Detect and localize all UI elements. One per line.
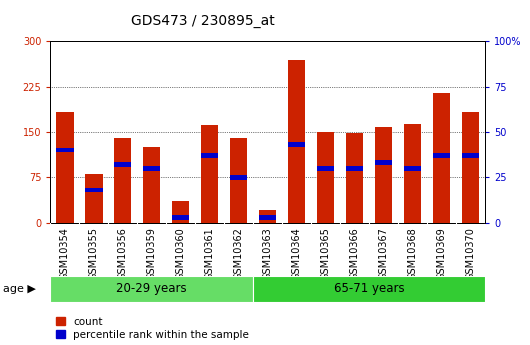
Bar [433, 93, 450, 223]
Text: 65-71 years: 65-71 years [334, 283, 404, 295]
Bar [404, 124, 421, 223]
Bar [230, 138, 248, 223]
Bar [85, 188, 102, 193]
Text: GSM10359: GSM10359 [147, 227, 157, 280]
Bar [346, 133, 363, 223]
Text: GSM10355: GSM10355 [89, 227, 99, 280]
Text: GSM10365: GSM10365 [321, 227, 331, 280]
Text: age ▶: age ▶ [3, 284, 36, 294]
Text: GSM10368: GSM10368 [408, 227, 418, 279]
Bar [317, 132, 334, 223]
Bar [230, 175, 248, 180]
Bar [346, 166, 363, 170]
Text: GSM10361: GSM10361 [205, 227, 215, 279]
Bar [143, 166, 161, 170]
Text: GSM10354: GSM10354 [60, 227, 70, 280]
Bar [56, 148, 74, 152]
Bar [172, 201, 189, 223]
Bar [114, 138, 131, 223]
Bar [404, 166, 421, 170]
Text: GSM10364: GSM10364 [292, 227, 302, 279]
Text: GSM10366: GSM10366 [350, 227, 359, 279]
Bar [201, 125, 218, 223]
Text: GSM10369: GSM10369 [437, 227, 446, 279]
Bar [288, 59, 305, 223]
Bar [259, 215, 276, 219]
Bar [433, 153, 450, 158]
Text: GDS473 / 230895_at: GDS473 / 230895_at [130, 14, 275, 28]
Bar [56, 112, 74, 223]
Bar [253, 276, 485, 302]
Bar [462, 112, 479, 223]
Bar [375, 127, 392, 223]
Bar [259, 210, 276, 223]
Bar [114, 162, 131, 167]
Legend: count, percentile rank within the sample: count, percentile rank within the sample [56, 317, 249, 340]
Bar [201, 153, 218, 158]
Text: GSM10367: GSM10367 [378, 227, 388, 280]
Bar [462, 153, 479, 158]
Bar [143, 147, 161, 223]
Text: GSM10360: GSM10360 [176, 227, 186, 279]
Text: 20-29 years: 20-29 years [117, 283, 187, 295]
Bar [317, 166, 334, 170]
Text: GSM10362: GSM10362 [234, 227, 244, 280]
Text: GSM10370: GSM10370 [465, 227, 475, 280]
Bar [375, 160, 392, 165]
Bar [288, 142, 305, 147]
Bar [50, 276, 253, 302]
Bar [172, 215, 189, 219]
Bar [85, 174, 102, 223]
Text: GSM10356: GSM10356 [118, 227, 128, 280]
Text: GSM10363: GSM10363 [263, 227, 272, 279]
